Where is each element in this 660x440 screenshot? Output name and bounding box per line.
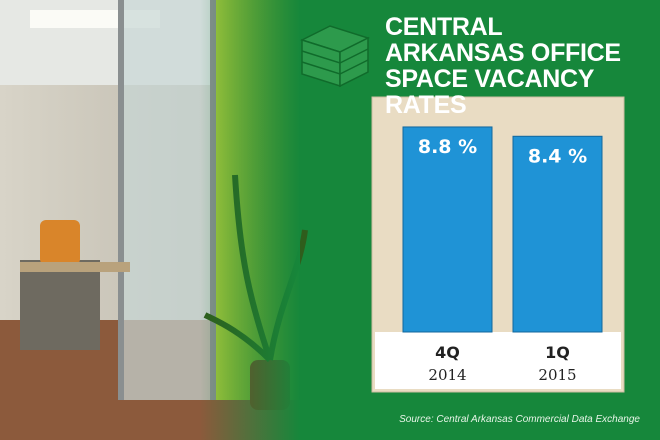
bar [512, 135, 603, 333]
building-icon [300, 25, 370, 88]
source-note: Source: Central Arkansas Commercial Data… [399, 414, 640, 425]
bar [402, 126, 493, 333]
value-label: 8.4 % [528, 145, 587, 167]
x-tick-sublabel: 2015 [538, 366, 576, 384]
x-tick-label: 4Q [435, 343, 460, 362]
x-tick-sublabel: 2014 [428, 366, 466, 384]
x-tick-label: 1Q [545, 343, 570, 362]
chart-title: CENTRAL ARKANSAS OFFICE SPACE VACANCY RA… [385, 13, 621, 119]
value-label: 8.8 % [418, 136, 477, 158]
label-area [375, 332, 621, 389]
office-photo [0, 0, 308, 440]
